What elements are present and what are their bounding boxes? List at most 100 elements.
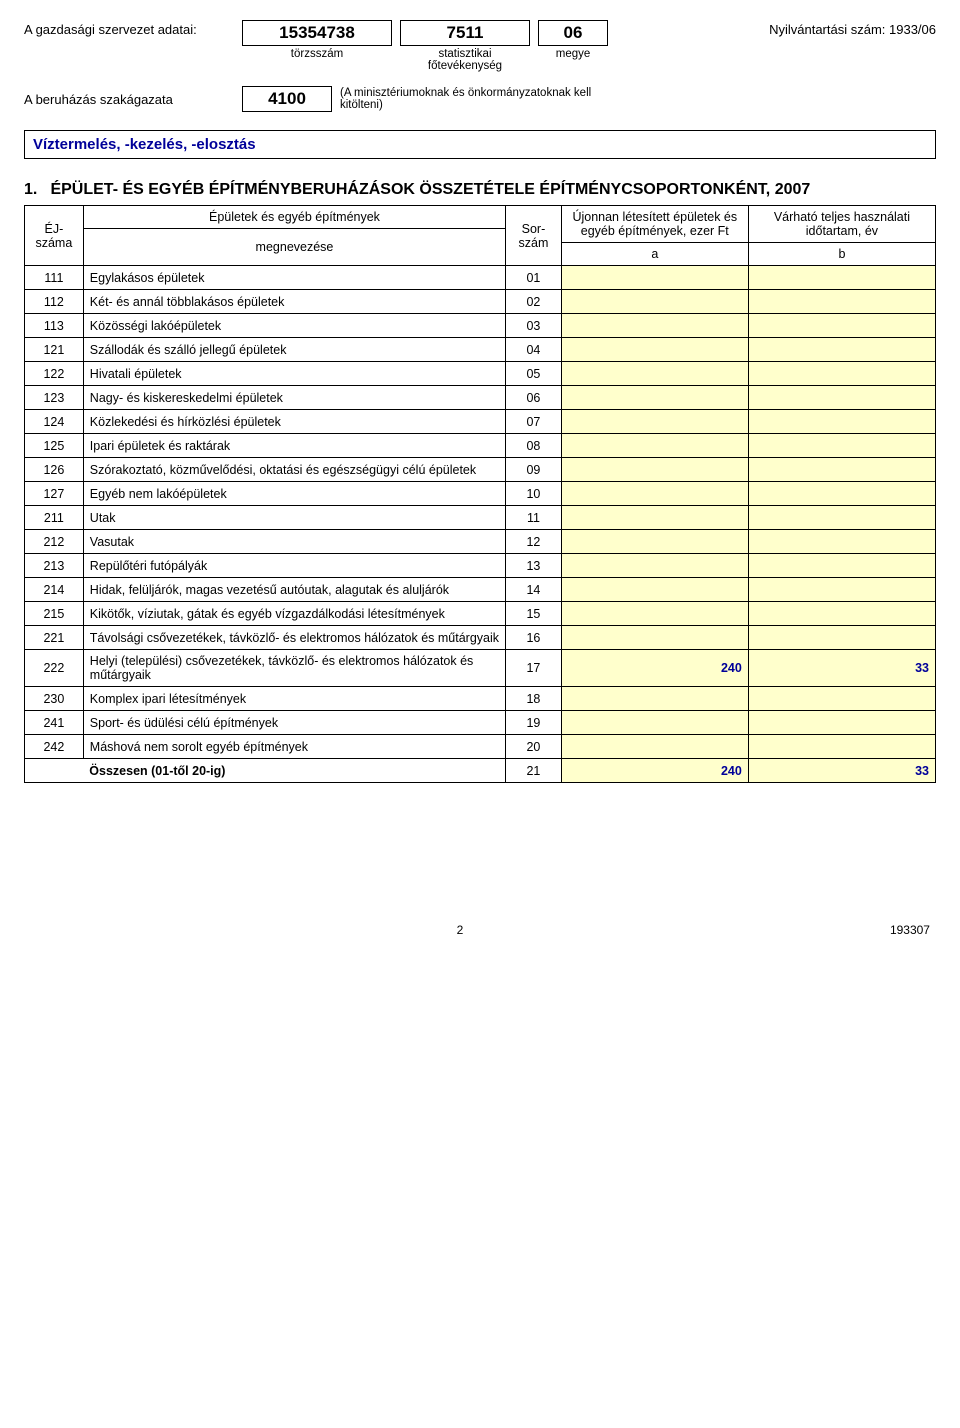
cell-ej: 214 [25,578,84,602]
head-group: Épületek és egyéb építmények [83,206,505,229]
cell-value-b[interactable]: 33 [748,650,935,687]
table-row: 221Távolsági csővezetékek, távközlő- és … [25,626,936,650]
table-head: ÉJ-száma Épületek és egyéb építmények So… [25,206,936,266]
cell-value-b[interactable] [748,458,935,482]
cell-value-a[interactable] [561,386,748,410]
cell-value-b[interactable] [748,410,935,434]
megye-caption: megye [538,48,608,60]
cell-value-a[interactable] [561,266,748,290]
cell-value-b[interactable] [748,554,935,578]
cell-name: Sport- és üdülési célú építmények [83,711,505,735]
cell-value-a[interactable] [561,338,748,362]
cell-ej: 121 [25,338,84,362]
table-row: 124Közlekedési és hírközlési épületek07 [25,410,936,434]
cell-value-a[interactable] [561,687,748,711]
table-row: 126Szórakoztató, közművelődési, oktatási… [25,458,936,482]
summary-b[interactable]: 33 [748,759,935,783]
cell-value-b[interactable] [748,266,935,290]
page-footer: 2 193307 [24,923,936,937]
summary-a[interactable]: 240 [561,759,748,783]
cell-name: Hivatali épületek [83,362,505,386]
cell-value-b[interactable] [748,434,935,458]
cell-name: Komplex ipari létesítmények [83,687,505,711]
cell-name: Vasutak [83,530,505,554]
cell-value-b[interactable] [748,578,935,602]
head-ej: ÉJ-száma [25,206,84,266]
torzsszam-caption: törzsszám [242,48,392,60]
cell-value-b[interactable] [748,735,935,759]
summary-ej [25,759,84,783]
cell-value-b[interactable] [748,482,935,506]
torzsszam-value: 15354738 [242,20,392,46]
torzsszam-col: 15354738 törzsszám [242,20,392,60]
summary-label: Összesen (01-től 20-ig) [83,759,505,783]
cell-sor: 07 [506,410,562,434]
fotev-value: 7511 [400,20,530,46]
cell-value-b[interactable] [748,386,935,410]
cell-value-a[interactable] [561,626,748,650]
cell-sor: 15 [506,602,562,626]
cell-value-a[interactable] [561,711,748,735]
cell-value-b[interactable] [748,602,935,626]
fotev-caption: statisztikai főtevékenység [400,48,530,72]
cell-value-a[interactable] [561,578,748,602]
cell-sor: 11 [506,506,562,530]
cell-value-a[interactable] [561,314,748,338]
cell-name: Nagy- és kiskereskedelmi épületek [83,386,505,410]
ministry-note: (A minisztériumoknak és önkormányzatokna… [340,87,600,111]
cell-name: Ipari épületek és raktárak [83,434,505,458]
cell-value-b[interactable] [748,362,935,386]
cell-value-a[interactable] [561,482,748,506]
cell-sor: 05 [506,362,562,386]
cell-value-a[interactable] [561,554,748,578]
cell-value-a[interactable]: 240 [561,650,748,687]
cell-value-a[interactable] [561,434,748,458]
cell-ej: 241 [25,711,84,735]
cell-ej: 122 [25,362,84,386]
registration-number: Nyilvántartási szám: 1933/06 [616,20,936,37]
org-data-label: A gazdasági szervezet adatai: [24,20,234,37]
table-row: 127Egyéb nem lakóépületek10 [25,482,936,506]
cell-value-b[interactable] [748,626,935,650]
cell-ej: 230 [25,687,84,711]
table-row: 113Közösségi lakóépületek03 [25,314,936,338]
cell-sor: 17 [506,650,562,687]
cell-ej: 221 [25,626,84,650]
activity-box: Víztermelés, -kezelés, -elosztás [24,130,936,159]
cell-value-a[interactable] [561,458,748,482]
cell-value-a[interactable] [561,735,748,759]
cell-sor: 09 [506,458,562,482]
cell-value-a[interactable] [561,290,748,314]
cell-ej: 111 [25,266,84,290]
sector-label: A beruházás szakágazata [24,92,234,107]
footer-page: 2 [457,923,464,937]
cell-value-a[interactable] [561,530,748,554]
main-table: ÉJ-száma Épületek és egyéb építmények So… [24,205,936,783]
cell-value-a[interactable] [561,602,748,626]
cell-value-b[interactable] [748,687,935,711]
cell-value-b[interactable] [748,314,935,338]
fotev-col: 7511 statisztikai főtevékenység [400,20,530,72]
head-b: b [748,243,935,266]
cell-value-a[interactable] [561,362,748,386]
table-row: 111Egylakásos épületek01 [25,266,936,290]
summary-row: Összesen (01-től 20-ig)2124033 [25,759,936,783]
cell-ej: 212 [25,530,84,554]
cell-value-b[interactable] [748,530,935,554]
cell-value-a[interactable] [561,410,748,434]
cell-name: Távolsági csővezetékek, távközlő- és ele… [83,626,505,650]
cell-name: Helyi (települési) csővezetékek, távközl… [83,650,505,687]
cell-value-a[interactable] [561,506,748,530]
cell-ej: 127 [25,482,84,506]
table-row: 242Máshová nem sorolt egyéb építmények20 [25,735,936,759]
cell-ej: 112 [25,290,84,314]
cell-value-b[interactable] [748,506,935,530]
table-row: 112Két- és annál többlakásos épületek02 [25,290,936,314]
table-row: 241Sport- és üdülési célú építmények19 [25,711,936,735]
cell-sor: 06 [506,386,562,410]
head-sor: Sor-szám [506,206,562,266]
cell-value-b[interactable] [748,290,935,314]
table-body: 111Egylakásos épületek01112Két- és annál… [25,266,936,783]
cell-value-b[interactable] [748,711,935,735]
cell-value-b[interactable] [748,338,935,362]
